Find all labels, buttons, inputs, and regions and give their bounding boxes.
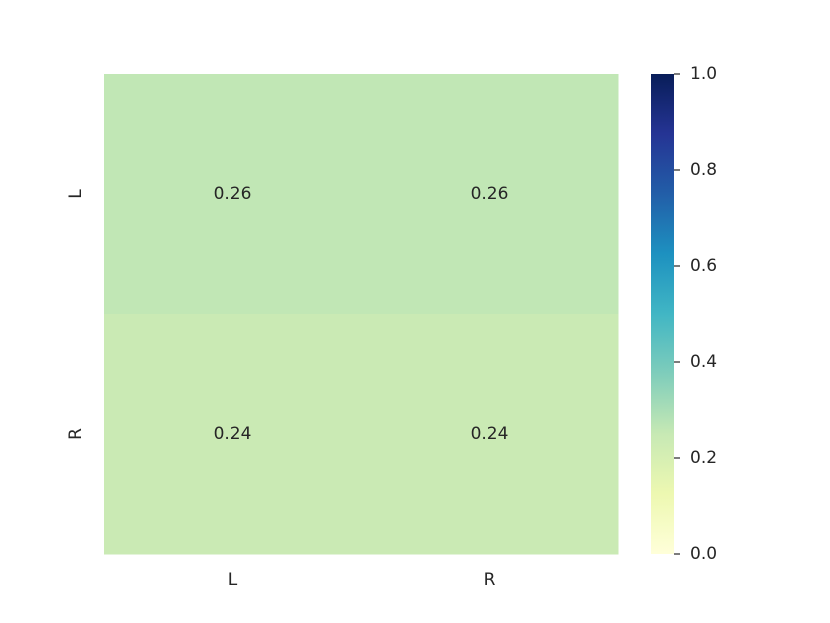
cell-label: 0.26 — [471, 184, 509, 204]
cell-label: 0.24 — [214, 424, 252, 444]
colorbar-tick-label: 0.4 — [690, 352, 717, 372]
y-tick-label: R — [66, 428, 86, 440]
heatmap-cell — [361, 74, 619, 315]
colorbar-tick-label: 1.0 — [690, 64, 717, 84]
colorbar-tick-label: 0.6 — [690, 256, 717, 276]
heatmap-cell — [361, 314, 619, 555]
colorbar-tick-label: 0.0 — [690, 544, 717, 564]
colorbar — [651, 74, 674, 554]
x-tick-label: L — [228, 570, 238, 590]
cell-label: 0.26 — [214, 184, 252, 204]
colorbar-tick-label: 0.2 — [690, 448, 717, 468]
heatmap-cell — [104, 314, 362, 555]
cell-label: 0.24 — [471, 424, 509, 444]
x-tick-label: R — [484, 570, 496, 590]
y-tick-label: L — [66, 189, 86, 199]
colorbar-tick-label: 0.8 — [690, 160, 717, 180]
heatmap-cell — [104, 74, 362, 315]
